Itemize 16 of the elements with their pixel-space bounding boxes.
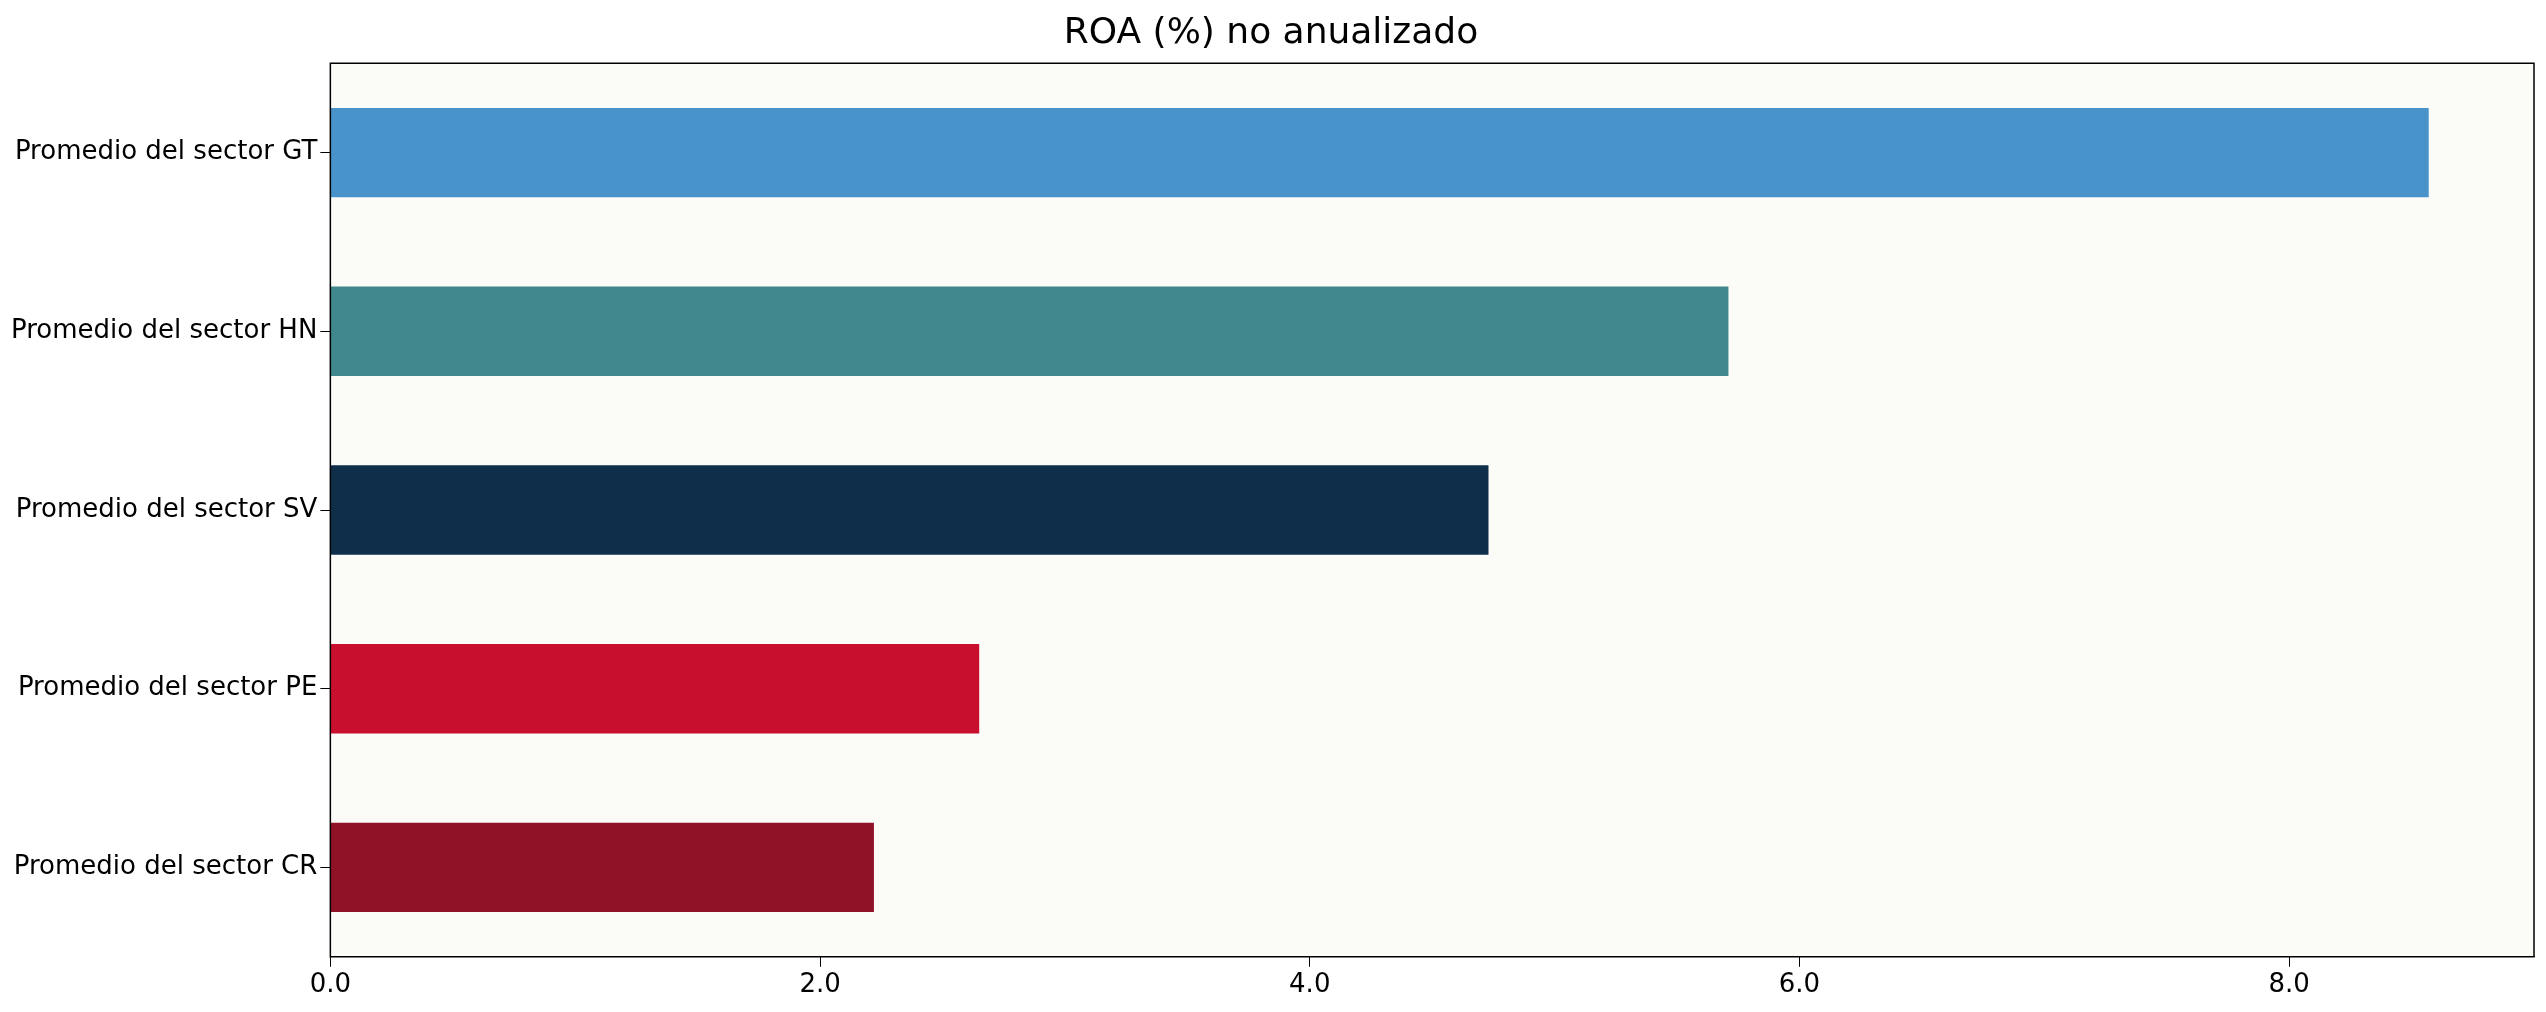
y-tick-label: Promedio del sector SV [15, 492, 318, 523]
y-tick-label: Promedio del sector GT [14, 135, 318, 166]
y-tick-label: Promedio del sector CR [13, 850, 318, 881]
y-tick-label: Promedio del sector HN [10, 314, 318, 345]
bar [330, 286, 1729, 376]
bar [330, 107, 2429, 198]
x-tick-label: 6.0 [1778, 968, 1821, 999]
x-tick-label: 8.0 [2268, 968, 2310, 999]
x-tick-label: 0.0 [309, 968, 352, 999]
x-tick-label: 4.0 [1289, 968, 1331, 999]
y-tick-label: Promedio del sector PE [17, 671, 318, 702]
bar [330, 644, 980, 734]
x-tick-label: 2.0 [799, 968, 841, 999]
chart-title: ROA (%) no anualizado [1063, 9, 1479, 51]
bar [330, 465, 1489, 555]
bar [330, 822, 874, 913]
